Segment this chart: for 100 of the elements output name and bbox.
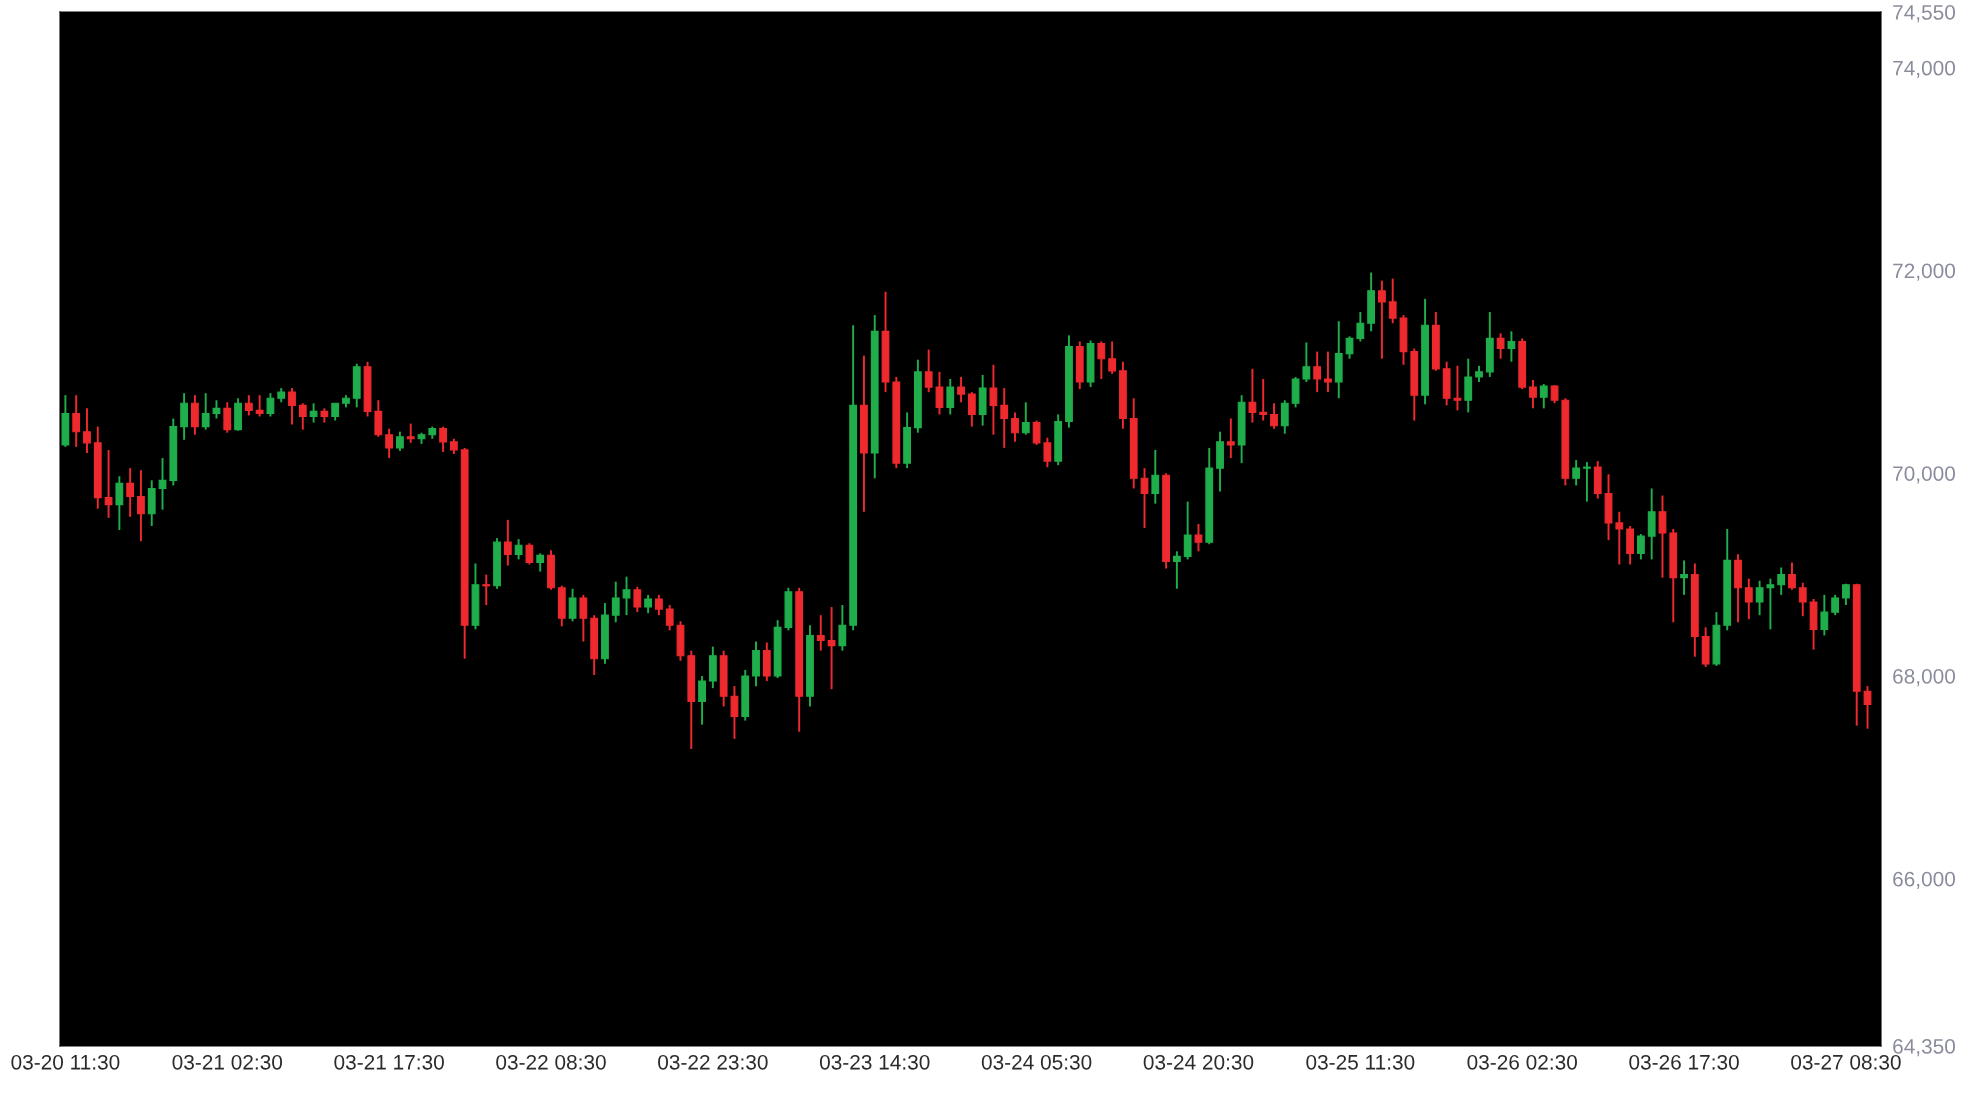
candlestick — [1313, 350, 1322, 394]
candlestick — [1680, 559, 1688, 596]
candlestick — [439, 425, 447, 453]
candlestick — [201, 392, 210, 431]
candlestick — [935, 370, 944, 416]
y-tick-label: 74,550 — [1893, 5, 1956, 23]
candlestick — [1464, 357, 1473, 414]
candlestick — [1572, 459, 1581, 487]
candlestick — [1755, 579, 1764, 617]
candlestick — [1496, 332, 1505, 360]
candlestick — [536, 552, 545, 573]
candlestick — [1280, 399, 1289, 435]
candlestick — [1507, 330, 1516, 363]
candlestick — [255, 394, 264, 418]
candlestick — [957, 375, 965, 404]
candlestick — [1021, 401, 1030, 436]
candlestick — [924, 348, 933, 394]
x-tick-label: 03-22 23:30 — [658, 1054, 768, 1070]
candlestick — [579, 593, 588, 643]
candlestick — [158, 457, 167, 511]
candlestick — [1831, 593, 1840, 617]
candlestick — [1356, 311, 1365, 343]
candlestick — [1766, 577, 1775, 631]
candlestick — [385, 427, 394, 460]
candlestick — [83, 407, 91, 454]
candlestick — [1011, 411, 1019, 443]
y-tick-label: 70,000 — [1893, 466, 1956, 484]
candlestick — [288, 387, 296, 426]
candlestick — [374, 399, 383, 438]
candlestick — [1000, 387, 1009, 449]
y-tick-label: 64,350 — [1893, 1039, 1956, 1057]
candlestick — [1583, 461, 1591, 503]
candlestick — [406, 422, 415, 444]
candlestick — [1863, 685, 1872, 730]
candlestick — [223, 401, 232, 434]
candlestick — [1302, 341, 1311, 383]
candlestick — [1615, 510, 1624, 566]
candlestick — [1108, 340, 1117, 375]
candlestick — [655, 593, 663, 617]
candlestick — [1259, 378, 1268, 422]
candlestick — [1043, 436, 1052, 469]
candlestick — [1788, 561, 1796, 591]
x-tick-label: 03-24 20:30 — [1143, 1054, 1254, 1070]
candlestick — [633, 585, 642, 614]
candlestick — [1032, 419, 1041, 446]
candlestick — [298, 402, 307, 431]
candlestick — [989, 363, 998, 436]
candlestick — [514, 538, 523, 561]
candlestick — [1345, 335, 1354, 360]
x-tick-label: 03-24 05:30 — [981, 1054, 1092, 1070]
candlestick — [967, 391, 976, 428]
candlestick — [482, 573, 491, 606]
candlestick — [1183, 500, 1192, 561]
candlestick — [190, 394, 199, 436]
candlestick — [115, 475, 124, 531]
candlestick — [104, 448, 113, 519]
candlestick — [244, 394, 253, 417]
candlestick — [266, 392, 275, 418]
candlestick — [1140, 467, 1149, 529]
candlestick — [1151, 448, 1160, 505]
candlestick — [946, 378, 955, 416]
x-tick-label: 03-27 08:30 — [1791, 1054, 1901, 1070]
candlestick — [644, 593, 653, 615]
candlestick — [1378, 279, 1386, 360]
candlestick — [503, 518, 512, 567]
candlestick — [665, 604, 674, 632]
candlestick — [180, 392, 188, 441]
candlestick — [611, 580, 620, 624]
candlestick — [622, 575, 631, 617]
candlestick — [72, 394, 81, 448]
x-tick-label: 03-20 11:30 — [11, 1054, 120, 1070]
candlestick — [309, 402, 318, 424]
candlestick — [212, 399, 221, 420]
candlestick — [730, 685, 739, 740]
candlestick — [816, 614, 825, 652]
candlestick — [1636, 533, 1645, 561]
candlestick — [1172, 550, 1181, 590]
candlestick — [1388, 277, 1397, 325]
y-tick-label: 68,000 — [1893, 668, 1956, 687]
x-tick-label: 03-21 17:30 — [334, 1054, 444, 1070]
x-tick-label: 03-23 14:30 — [819, 1054, 930, 1070]
candlestick — [1550, 384, 1559, 405]
candlestick — [1658, 494, 1667, 579]
candlestick — [525, 542, 534, 566]
candlestick — [1798, 581, 1807, 618]
candlestick — [396, 430, 404, 452]
candlestick — [1539, 383, 1548, 410]
x-tick-label: 03-26 02:30 — [1467, 1054, 1577, 1070]
candlestick — [1097, 340, 1106, 380]
x-tick-label: 03-26 17:30 — [1629, 1054, 1739, 1070]
candlestick — [1194, 522, 1203, 553]
candlestick — [1529, 379, 1537, 410]
x-tick-label: 03-22 08:30 — [496, 1054, 606, 1070]
y-tick-label: 74,000 — [1893, 60, 1956, 78]
x-tick-label: 03-21 02:30 — [172, 1054, 283, 1070]
candlestick — [1453, 364, 1462, 412]
candlestick — [1270, 402, 1278, 430]
candlestick — [1248, 367, 1257, 424]
y-tick-label: 72,000 — [1893, 263, 1956, 281]
candlestick — [1820, 593, 1829, 637]
